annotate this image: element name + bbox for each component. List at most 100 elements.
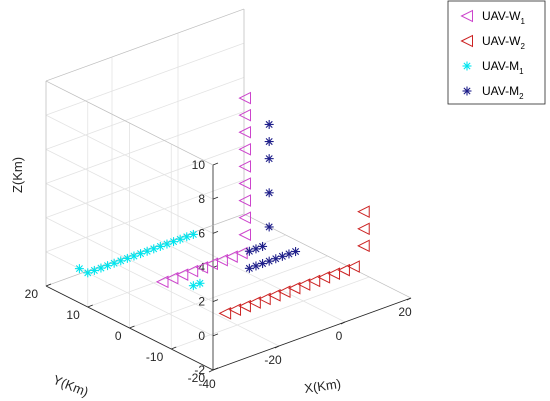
marker-uav-series-1 bbox=[238, 143, 251, 156]
y-tick-label: -20 bbox=[188, 371, 206, 385]
marker-uav-series-1 bbox=[238, 228, 251, 242]
y-tick-label: -10 bbox=[146, 350, 164, 364]
marker-uav-series-4 bbox=[251, 261, 261, 271]
marker-uav-series-4 bbox=[264, 154, 274, 164]
legend: UAV-W1 UAV-W2 UAV-M1 UAV-M2 bbox=[447, 0, 546, 105]
marker-uav-series-2 bbox=[277, 285, 291, 299]
marker-uav-series-4 bbox=[264, 256, 274, 266]
x-tick-label: -20 bbox=[264, 353, 282, 367]
legend-label-subscript: 2 bbox=[519, 92, 524, 101]
z-axis-label: Z(Km) bbox=[10, 157, 25, 193]
marker-uav-series-1 bbox=[238, 194, 251, 207]
gridline-y-floor bbox=[129, 255, 328, 329]
x-axis-line bbox=[212, 297, 412, 371]
marker-uav-series-1 bbox=[155, 275, 169, 289]
legend-marker bbox=[462, 61, 472, 71]
marker-uav-series-4 bbox=[258, 259, 268, 269]
y-tick bbox=[171, 346, 177, 350]
gridline-z-back bbox=[45, 76, 245, 150]
marker-uav-series-4 bbox=[277, 251, 287, 261]
marker-uav-series-3 bbox=[142, 246, 152, 256]
marker-uav-series-3 bbox=[96, 263, 106, 273]
marker-uav-series-1 bbox=[238, 91, 251, 105]
marker-uav-series-3 bbox=[155, 241, 165, 251]
marker-uav-series-1 bbox=[185, 264, 199, 278]
x-tick bbox=[340, 321, 346, 325]
marker-uav-series-3 bbox=[188, 281, 198, 291]
gridline-z-back bbox=[45, 145, 245, 219]
marker-uav-series-4 bbox=[284, 249, 294, 259]
marker-uav-series-1 bbox=[195, 261, 209, 274]
legend-label: UAV-M1 bbox=[482, 59, 524, 76]
marker-uav-series-2 bbox=[238, 299, 251, 313]
x-tick bbox=[274, 345, 280, 349]
x-tick-label: 20 bbox=[398, 305, 412, 319]
x-tick-label: 0 bbox=[336, 329, 343, 343]
x-tick bbox=[406, 297, 412, 301]
marker-uav-series-3 bbox=[116, 256, 126, 266]
marker-uav-series-4 bbox=[264, 188, 274, 198]
marker-uav-series-1 bbox=[225, 250, 238, 263]
z-tick bbox=[212, 230, 219, 234]
marker-uav-series-4 bbox=[264, 222, 274, 232]
marker-uav-series-2 bbox=[297, 278, 311, 291]
marker-uav-series-2 bbox=[357, 222, 370, 236]
z-tick bbox=[212, 299, 219, 303]
data-markers bbox=[74, 91, 370, 320]
marker-uav-series-3 bbox=[89, 265, 99, 275]
box-edge bbox=[243, 213, 412, 299]
legend-label: UAV-W1 bbox=[482, 9, 525, 26]
marker-uav-series-4 bbox=[271, 254, 281, 264]
y-tick-label: 10 bbox=[66, 308, 80, 322]
marker-uav-series-3 bbox=[129, 251, 139, 261]
marker-uav-series-1 bbox=[215, 253, 228, 267]
marker-uav-series-2 bbox=[317, 271, 331, 284]
gridline-z-left bbox=[45, 183, 214, 268]
z-tick bbox=[212, 367, 219, 371]
box-edge bbox=[45, 8, 245, 82]
legend-box bbox=[447, 0, 546, 105]
z-tick bbox=[212, 196, 219, 200]
y-tick-label: 0 bbox=[115, 329, 122, 343]
marker-uav-series-3 bbox=[195, 278, 205, 288]
marker-uav-series-3 bbox=[169, 237, 179, 247]
z-tick-label: 8 bbox=[198, 192, 205, 206]
marker-uav-series-3 bbox=[182, 232, 192, 242]
gridline-z-back bbox=[45, 111, 245, 184]
legend-label-subscript: 2 bbox=[520, 42, 525, 51]
marker-uav-series-1 bbox=[238, 125, 251, 139]
marker-uav-series-3 bbox=[188, 229, 198, 239]
y-tick bbox=[129, 325, 135, 329]
marker-uav-series-3 bbox=[109, 258, 119, 268]
marker-uav-series-1 bbox=[175, 268, 189, 281]
legend-marker bbox=[460, 34, 473, 48]
marker-uav-series-3 bbox=[149, 244, 159, 254]
gridline-z-left bbox=[45, 217, 214, 303]
gridline-z-left bbox=[45, 114, 214, 200]
marker-uav-series-2 bbox=[357, 205, 370, 218]
z-tick-label: 2 bbox=[198, 295, 205, 309]
marker-uav-series-4 bbox=[244, 246, 254, 256]
box-edge bbox=[45, 80, 214, 166]
z-tick bbox=[212, 162, 219, 166]
marker-uav-series-3 bbox=[74, 264, 84, 274]
marker-uav-series-3 bbox=[83, 268, 93, 278]
marker-uav-series-1 bbox=[238, 211, 251, 224]
x-tick-label: -40 bbox=[198, 377, 216, 391]
marker-uav-series-1 bbox=[235, 246, 248, 260]
marker-uav-series-2 bbox=[248, 296, 261, 309]
marker-uav-series-2 bbox=[268, 289, 281, 302]
y-axis-label: Y(Km) bbox=[51, 372, 91, 400]
y-tick bbox=[87, 304, 93, 308]
legend-label-subscript: 1 bbox=[519, 67, 524, 76]
y-tick bbox=[45, 283, 52, 287]
marker-uav-series-2 bbox=[218, 307, 232, 320]
marker-uav-series-4 bbox=[258, 241, 268, 251]
marker-uav-series-4 bbox=[291, 247, 301, 257]
box-edge bbox=[45, 213, 245, 287]
marker-uav-series-3 bbox=[103, 261, 113, 271]
gridline-y-floor bbox=[171, 276, 370, 350]
gridline-z-left bbox=[45, 148, 214, 234]
marker-uav-series-2 bbox=[337, 263, 350, 277]
